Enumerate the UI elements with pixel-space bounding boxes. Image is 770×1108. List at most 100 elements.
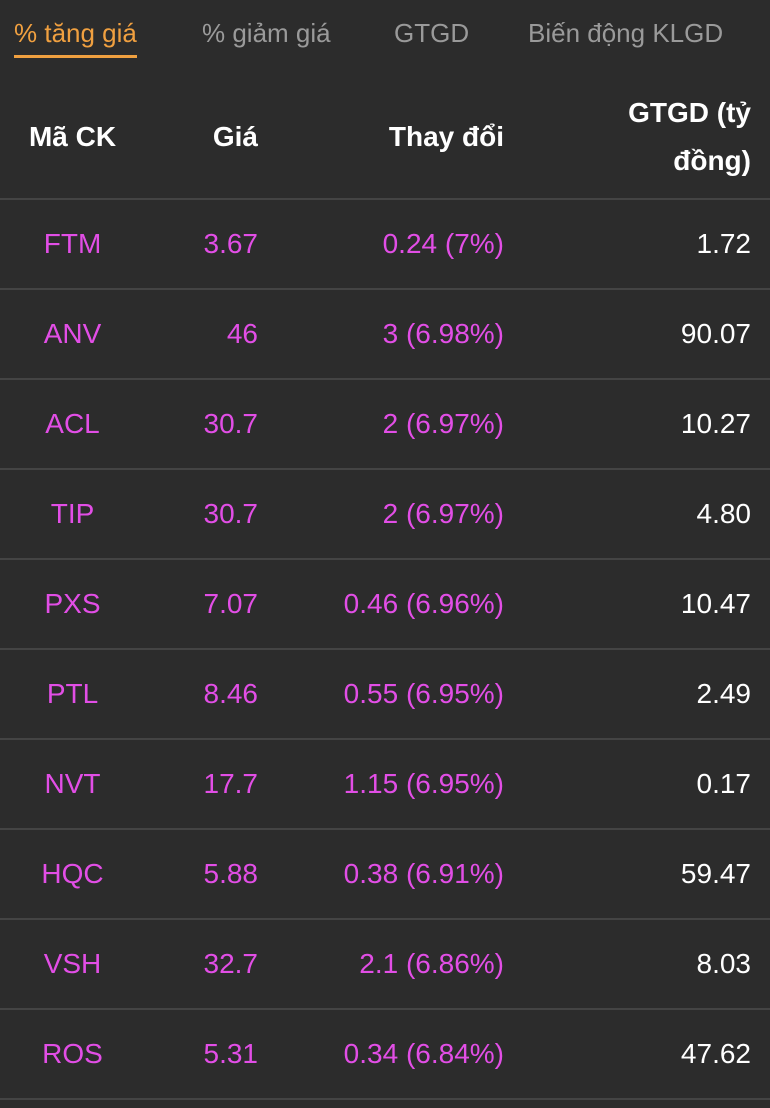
table-cell: HQC — [0, 830, 145, 918]
cell-text: ACL — [45, 408, 100, 439]
table-cell: 2 (6.97%) — [258, 380, 504, 468]
header-text: Mã CK — [28, 120, 117, 152]
table-cell: PXS — [0, 560, 145, 648]
table-row: HQC 5.88 0.38 (6.91%) 59.47 — [0, 830, 770, 920]
table-cell: 32.7 — [145, 920, 259, 1008]
cell-text: 46 — [226, 318, 258, 349]
header-cell: GTGD (tỷ đồng) — [504, 75, 751, 198]
table-row: ACL 30.7 2 (6.97%) 10.27 — [0, 380, 770, 470]
cell-text: 7.07 — [203, 588, 259, 619]
cell-text: ROS — [42, 1038, 103, 1069]
header-text: Thay đổi — [388, 120, 504, 152]
table-cell: 4.80 — [504, 470, 752, 558]
header-text: GTGD (tỷ đồng) — [628, 96, 751, 176]
cell-text: HQC — [41, 858, 104, 889]
table-cell: ROS — [0, 1010, 145, 1098]
cell-text: FTM — [43, 228, 102, 259]
table-cell: 1.72 — [504, 200, 752, 288]
table-cell: 0.34 (6.84%) — [258, 1010, 504, 1098]
table-row: VSH 32.7 2.1 (6.86%) 8.03 — [0, 920, 770, 1010]
cell-text: NVT — [44, 768, 101, 799]
table-cell: 8.03 — [504, 920, 752, 1008]
cell-text: 0.34 (6.84%) — [343, 1038, 504, 1069]
table-cell: 1.15 (6.95%) — [258, 740, 504, 828]
table-cell: 7.07 — [145, 560, 259, 648]
cell-text: TIP — [50, 498, 95, 529]
table-cell: VSH — [0, 920, 145, 1008]
tab[interactable]: % tăng giá — [14, 18, 137, 58]
cell-text: 0.55 (6.95%) — [343, 678, 504, 709]
header-cell: Giá — [145, 75, 258, 198]
table-cell: 5.31 — [145, 1010, 259, 1098]
table-cell: ANV — [0, 290, 145, 378]
table-cell: 2.49 — [504, 650, 752, 738]
table-cell: 0.17 — [504, 740, 752, 828]
tab[interactable]: GTGD — [394, 18, 470, 48]
table-cell: 10.27 — [504, 380, 751, 468]
table-row: NVT 17.7 1.15 (6.95%) 0.17 — [0, 740, 770, 830]
table-cell: 17.7 — [145, 740, 259, 828]
table-cell: NVT — [0, 740, 145, 828]
cell-text: 1.72 — [696, 228, 752, 259]
cell-text: VSH — [43, 948, 102, 979]
tab[interactable]: % giảm giá — [202, 18, 331, 48]
cell-text: 2.1 (6.86%) — [359, 948, 504, 979]
cell-text: 2 (6.97%) — [382, 498, 504, 529]
table-cell: 0.24 (7%) — [258, 200, 504, 288]
cell-text: 3.67 — [203, 228, 259, 259]
cell-text: 2.49 — [696, 678, 752, 709]
table-cell: 46 — [145, 290, 258, 378]
table-row: ROS 5.31 0.34 (6.84%) 47.62 — [0, 1010, 770, 1100]
table-cell: 8.46 — [145, 650, 259, 738]
table-row: FTM 3.67 0.24 (7%) 1.72 — [0, 200, 770, 290]
table-cell: 47.62 — [504, 1010, 751, 1098]
table-row: TIP 30.7 2 (6.97%) 4.80 — [0, 470, 770, 560]
cell-text: 8.46 — [203, 678, 259, 709]
cell-text: 10.27 — [680, 408, 751, 439]
table-cell: 0.55 (6.95%) — [258, 650, 504, 738]
header-cell: Mã CK — [0, 75, 145, 198]
cell-text: PTL — [46, 678, 99, 709]
cell-text: 0.38 (6.91%) — [343, 858, 504, 889]
header-row: Mã CK Giá Thay đổi GTGD (tỷ đồng) — [0, 75, 770, 200]
table-cell: 10.47 — [504, 560, 751, 648]
table-cell: TIP — [0, 470, 145, 558]
table-cell: 2 (6.97%) — [258, 470, 504, 558]
table-cell: 0.46 (6.96%) — [258, 560, 504, 648]
cell-text: 4.80 — [696, 498, 752, 529]
cell-text: PXS — [44, 588, 101, 619]
cell-text: 30.7 — [203, 498, 259, 529]
table-cell: 59.47 — [504, 830, 751, 918]
cell-text: 10.47 — [680, 588, 751, 619]
cell-text: 90.07 — [680, 318, 751, 349]
table-cell: ACL — [0, 380, 145, 468]
cell-text: 17.7 — [203, 768, 259, 799]
cell-text: 5.88 — [203, 858, 259, 889]
cell-text: 2 (6.97%) — [382, 408, 504, 439]
cell-text: 3 (6.98%) — [382, 318, 504, 349]
cell-text: 1.15 (6.95%) — [343, 768, 504, 799]
cell-text: 30.7 — [203, 408, 259, 439]
cell-text: 0.46 (6.96%) — [343, 588, 504, 619]
table-cell: 30.7 — [145, 470, 259, 558]
header-text: Giá — [212, 120, 258, 152]
table-cell: 2.1 (6.86%) — [258, 920, 504, 1008]
table-cell: 90.07 — [504, 290, 751, 378]
table-cell: 0.38 (6.91%) — [258, 830, 504, 918]
cell-text: 5.31 — [203, 1038, 259, 1069]
table-row: PXS 7.07 0.46 (6.96%) 10.47 — [0, 560, 770, 650]
tab-bar: % tăng giá % giảm giá GTGD Biến động KLGD — [0, 0, 770, 75]
table-row: ANV 46 3 (6.98%) 90.07 — [0, 290, 770, 380]
table-cell: 5.88 — [145, 830, 259, 918]
table-cell: 3 (6.98%) — [258, 290, 504, 378]
tab[interactable]: Biến động KLGD — [528, 18, 724, 48]
table-cell: 30.7 — [145, 380, 259, 468]
cell-text: 8.03 — [696, 948, 752, 979]
table-cell: PTL — [0, 650, 145, 738]
header-cell: Thay đổi — [258, 75, 504, 198]
cell-text: 32.7 — [203, 948, 259, 979]
table-row: PTL 8.46 0.55 (6.95%) 2.49 — [0, 650, 770, 740]
cell-text: 47.62 — [680, 1038, 751, 1069]
cell-text: ANV — [43, 318, 102, 349]
cell-text: 0.24 (7%) — [382, 228, 504, 259]
